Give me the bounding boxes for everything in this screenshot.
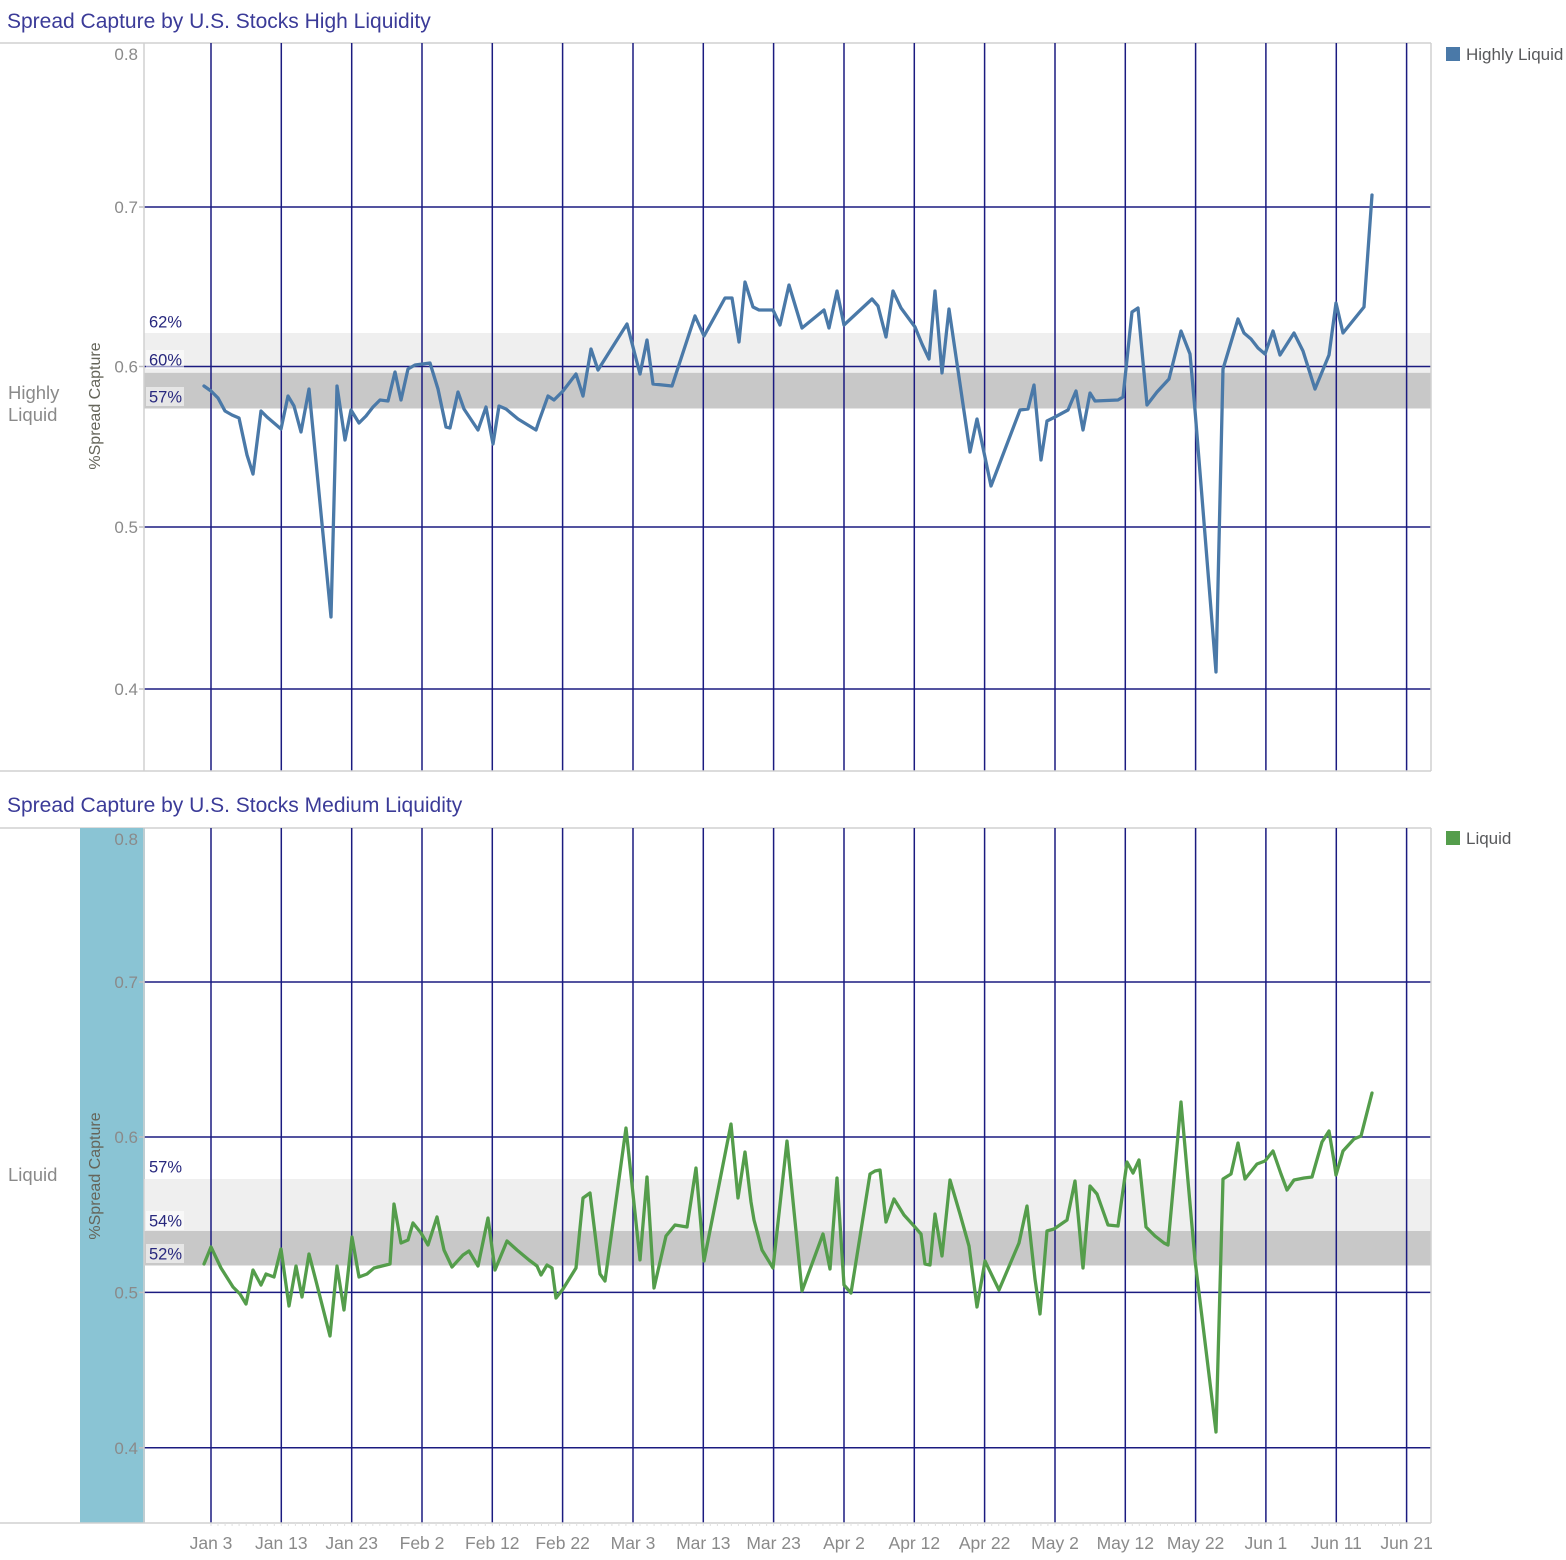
svg-text:0.7: 0.7 bbox=[114, 973, 138, 992]
svg-text:Jun 21: Jun 21 bbox=[1380, 1533, 1433, 1553]
svg-text:0.4: 0.4 bbox=[114, 680, 138, 699]
svg-text:60%: 60% bbox=[149, 352, 182, 370]
svg-text:Jan 13: Jan 13 bbox=[255, 1533, 308, 1553]
svg-text:Spread Capture by U.S. Stocks: Spread Capture by U.S. Stocks Medium Liq… bbox=[7, 794, 463, 817]
svg-text:57%: 57% bbox=[149, 389, 182, 407]
svg-text:Apr 12: Apr 12 bbox=[889, 1533, 941, 1553]
svg-text:Jun 11: Jun 11 bbox=[1311, 1533, 1362, 1553]
svg-text:0.6: 0.6 bbox=[114, 358, 138, 377]
svg-text:May 2: May 2 bbox=[1031, 1533, 1079, 1553]
svg-text:Highly: Highly bbox=[8, 382, 60, 403]
svg-text:57%: 57% bbox=[149, 1159, 182, 1177]
svg-text:%Spread Capture: %Spread Capture bbox=[87, 342, 104, 469]
svg-text:Feb 22: Feb 22 bbox=[535, 1533, 589, 1553]
svg-text:52%: 52% bbox=[149, 1246, 182, 1264]
svg-text:Mar 13: Mar 13 bbox=[676, 1533, 730, 1553]
svg-text:Jan 3: Jan 3 bbox=[190, 1533, 233, 1553]
svg-text:Feb 2: Feb 2 bbox=[400, 1533, 445, 1553]
svg-text:Apr 2: Apr 2 bbox=[823, 1533, 865, 1553]
svg-text:Liquid: Liquid bbox=[8, 1164, 57, 1185]
svg-text:0.5: 0.5 bbox=[114, 1283, 138, 1302]
svg-text:Highly Liquid: Highly Liquid bbox=[1466, 45, 1563, 64]
svg-text:May 12: May 12 bbox=[1097, 1533, 1154, 1553]
svg-text:0.8: 0.8 bbox=[114, 45, 138, 64]
svg-text:Feb 12: Feb 12 bbox=[465, 1533, 519, 1553]
svg-text:May 22: May 22 bbox=[1167, 1533, 1224, 1553]
svg-text:Mar 3: Mar 3 bbox=[611, 1533, 656, 1553]
svg-text:0.5: 0.5 bbox=[114, 518, 138, 537]
svg-text:Mar 23: Mar 23 bbox=[746, 1533, 800, 1553]
svg-text:Liquid: Liquid bbox=[8, 404, 57, 425]
svg-text:Liquid: Liquid bbox=[1466, 829, 1511, 848]
svg-text:%Spread Capture: %Spread Capture bbox=[87, 1112, 104, 1239]
svg-text:0.7: 0.7 bbox=[114, 198, 138, 217]
svg-text:62%: 62% bbox=[149, 314, 182, 332]
svg-text:0.6: 0.6 bbox=[114, 1128, 138, 1147]
svg-text:54%: 54% bbox=[149, 1213, 182, 1231]
svg-text:Jun 1: Jun 1 bbox=[1244, 1533, 1287, 1553]
svg-text:0.8: 0.8 bbox=[114, 830, 138, 849]
svg-text:0.4: 0.4 bbox=[114, 1439, 138, 1458]
svg-text:Jan 23: Jan 23 bbox=[325, 1533, 378, 1553]
svg-text:Spread Capture by U.S. Stocks: Spread Capture by U.S. Stocks High Liqui… bbox=[7, 10, 431, 33]
svg-text:Apr 22: Apr 22 bbox=[959, 1533, 1011, 1553]
